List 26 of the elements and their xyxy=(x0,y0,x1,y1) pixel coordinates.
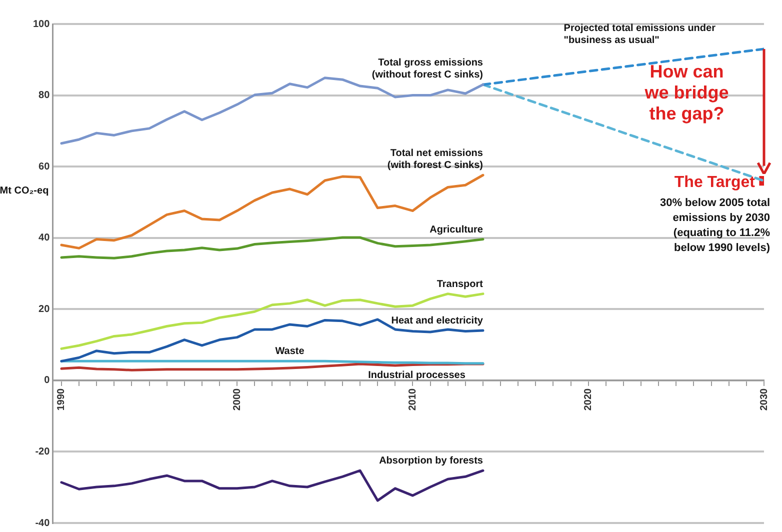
x-tick-label: 2000 xyxy=(232,388,243,411)
series-label: Total gross emissions (without forest C sinks) xyxy=(372,58,484,81)
annotation: Projected total emissions under "business as usual" xyxy=(564,23,716,46)
series-label: Total net emissions (with forest C sinks) xyxy=(387,148,484,172)
annotation: 30% below 2005 total emissions by 2030 (equating to 11.2% below 1990 levels) xyxy=(660,196,770,254)
y-tick-label: 20 xyxy=(38,304,50,315)
series-label: Industrial processes xyxy=(368,370,466,382)
x-tick-label: 2010 xyxy=(407,388,418,411)
series-label: Absorption by forests xyxy=(379,456,484,467)
series-label: Heat and electricity xyxy=(391,316,484,327)
x-tick-label: 1990 xyxy=(56,388,68,411)
y-tick-label: -40 xyxy=(35,518,50,529)
series-label: Transport xyxy=(436,278,484,290)
annotation: How can we bridge the gap? xyxy=(644,61,729,124)
series-label: Agriculture xyxy=(430,224,484,236)
x-tick-label: 2030 xyxy=(758,388,770,411)
series-label: Waste xyxy=(275,346,305,358)
y-tick-label: 80 xyxy=(38,90,50,102)
y-tick-label: 60 xyxy=(38,161,50,172)
y-axis-title: Mt CO₂-eq xyxy=(0,186,49,197)
y-tick-label: 40 xyxy=(38,232,50,244)
x-tick-label: 2020 xyxy=(583,388,594,411)
annotation: The Target xyxy=(674,174,756,191)
y-tick-label: 0 xyxy=(44,375,50,386)
y-tick-label: 100 xyxy=(32,18,50,30)
y-tick-label: -20 xyxy=(35,446,50,458)
